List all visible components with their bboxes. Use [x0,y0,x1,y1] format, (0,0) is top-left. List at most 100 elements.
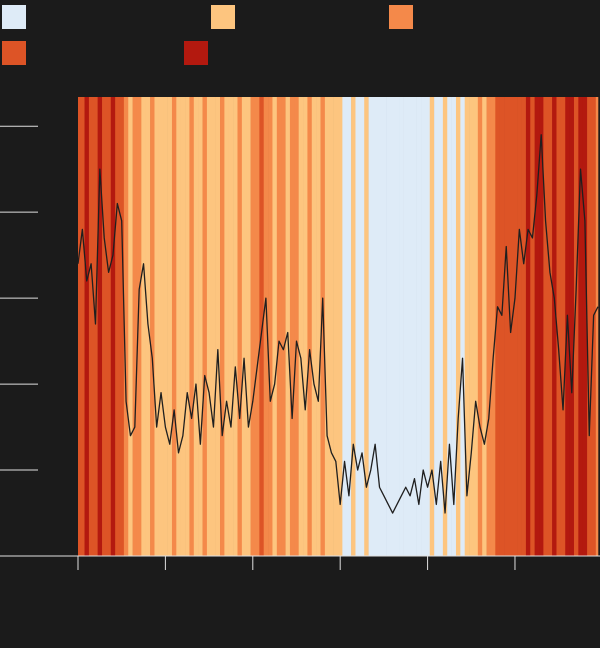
band [285,97,291,556]
band [394,97,400,556]
band [534,97,540,556]
band [473,97,479,556]
band [499,97,505,556]
band [294,97,299,556]
band [180,97,186,556]
band [525,97,531,556]
band [80,97,85,556]
band [351,97,356,556]
band [128,97,133,556]
band [88,97,94,556]
band [381,97,387,556]
band [316,97,321,556]
band [552,97,557,556]
band [102,97,107,556]
legend-swatch [211,5,235,29]
band [469,97,474,556]
band [254,97,260,556]
band [97,97,103,556]
band [573,97,579,556]
band [421,97,426,556]
band [115,97,120,556]
band [338,97,343,556]
band [560,97,566,556]
band [132,97,138,556]
band [425,97,431,556]
band [228,97,234,556]
band [517,97,522,556]
band [263,97,269,556]
band [202,97,208,556]
band [451,97,457,556]
band [486,97,492,556]
band [224,97,230,556]
band [154,97,160,556]
band [582,97,588,556]
band [123,97,129,556]
band [412,97,417,556]
band [289,97,295,556]
band [460,97,466,556]
band [311,97,317,556]
band [185,97,190,556]
band [136,97,142,556]
band [434,97,439,556]
legend-swatch [2,5,26,29]
band [569,97,575,556]
band [530,97,535,556]
band [250,97,256,556]
band [158,97,164,556]
band [320,97,326,556]
band [447,97,452,556]
band [539,97,544,556]
band [416,97,422,556]
band [504,97,509,556]
band [211,97,216,556]
band [324,97,330,556]
legend-swatch [184,41,208,65]
band [442,97,448,556]
band [303,97,308,556]
band [403,97,409,556]
band [359,97,365,556]
band [246,97,251,556]
band [281,97,286,556]
band [342,97,348,556]
band [455,97,461,556]
band [206,97,212,556]
band [215,97,221,556]
band [587,97,592,556]
band [276,97,282,556]
band [556,97,562,556]
band [150,97,155,556]
band [233,97,238,556]
band [272,97,278,556]
band [390,97,396,556]
band [364,97,369,556]
band [119,97,125,556]
band [171,97,177,556]
band [346,97,352,556]
band [333,97,339,556]
band [464,97,470,556]
band [307,97,313,556]
band [429,97,435,556]
band [495,97,500,556]
band [477,97,483,556]
band [372,97,378,556]
band [189,97,195,556]
band [399,97,404,556]
band [547,97,553,556]
band [84,97,90,556]
band [368,97,374,556]
band [241,97,247,556]
band [106,97,112,556]
band [198,97,203,556]
band [298,97,304,556]
band [595,97,599,556]
band [93,97,98,556]
band [78,97,81,556]
band [386,97,391,556]
band [268,97,273,556]
